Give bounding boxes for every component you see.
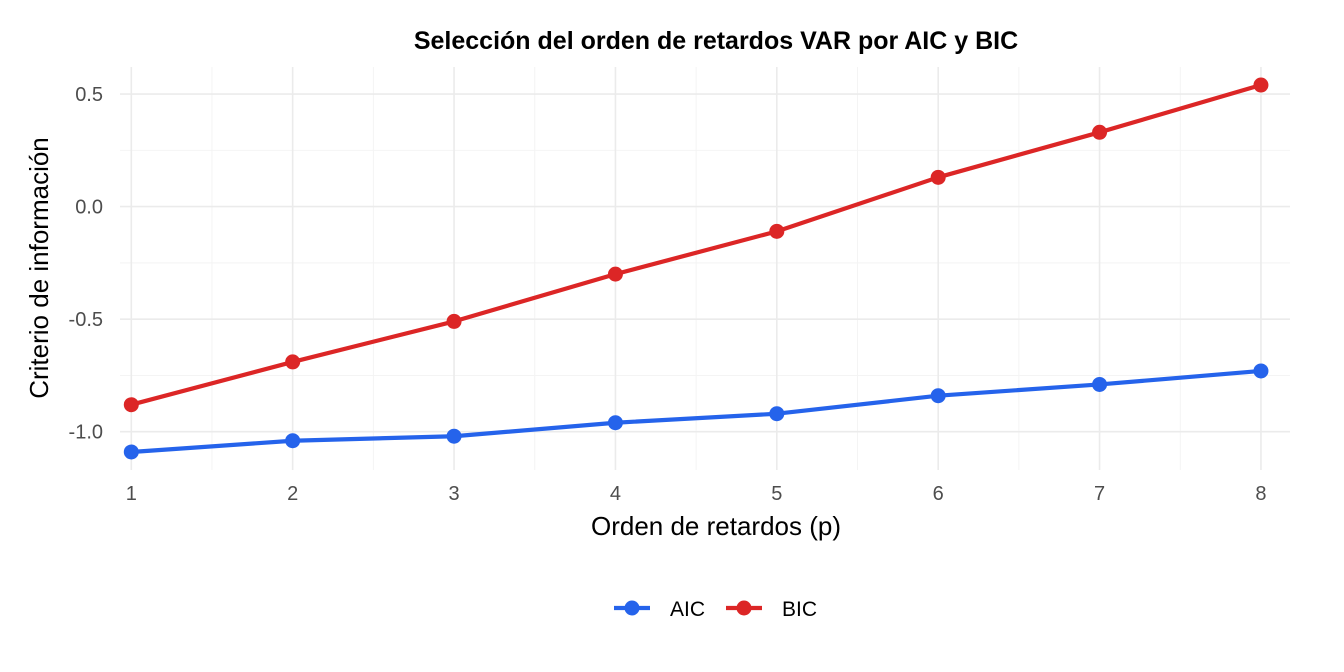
data-point-bic [930, 169, 946, 185]
legend-key-point-bic [736, 600, 752, 616]
legend: AIC BIC [614, 598, 817, 621]
y-tick-label: 0.0 [75, 197, 103, 219]
series-layer [123, 77, 1269, 460]
data-point-bic [769, 223, 785, 239]
data-point-aic [285, 433, 301, 449]
y-tick-label: -1.0 [69, 422, 103, 444]
series-line-aic [129, 368, 1264, 455]
series-line-bic [129, 82, 1264, 407]
data-point-aic [1092, 376, 1108, 392]
data-point-bic [1092, 124, 1108, 140]
data-point-aic [446, 428, 462, 444]
data-point-aic [1253, 363, 1269, 379]
x-tick-label: 6 [933, 483, 944, 505]
data-point-aic [769, 406, 785, 422]
x-tick-label: 1 [126, 483, 137, 505]
x-tick-label: 7 [1094, 483, 1105, 505]
y-tick-label: 0.5 [75, 84, 103, 106]
legend-key-point-aic [624, 600, 640, 616]
series-bic [123, 77, 1269, 413]
x-axis-ticks: 1 2 3 4 5 6 7 8 [126, 483, 1267, 505]
series-aic [123, 363, 1269, 460]
x-axis-title: Orden de retardos (p) [591, 511, 841, 541]
legend-item-aic: AIC [614, 598, 705, 621]
legend-item-bic: BIC [726, 598, 817, 621]
y-axis-ticks: -1.0 -0.5 0.0 0.5 [69, 84, 103, 444]
legend-label-bic: BIC [782, 598, 817, 621]
data-point-bic [446, 313, 462, 329]
x-tick-label: 8 [1255, 483, 1266, 505]
data-point-aic [123, 444, 139, 460]
data-point-aic [930, 388, 946, 404]
y-axis-title: Criterio de información [24, 137, 54, 399]
y-tick-label: -0.5 [69, 309, 103, 331]
data-point-aic [607, 415, 623, 431]
data-point-bic [607, 266, 623, 282]
x-tick-label: 3 [448, 483, 459, 505]
x-tick-label: 5 [771, 483, 782, 505]
data-point-bic [285, 354, 301, 370]
chart-title: Selección del orden de retardos VAR por … [414, 27, 1018, 55]
x-tick-label: 4 [610, 483, 621, 505]
data-point-bic [1253, 77, 1269, 93]
x-tick-label: 2 [287, 483, 298, 505]
data-point-bic [123, 397, 139, 413]
legend-label-aic: AIC [670, 598, 705, 621]
